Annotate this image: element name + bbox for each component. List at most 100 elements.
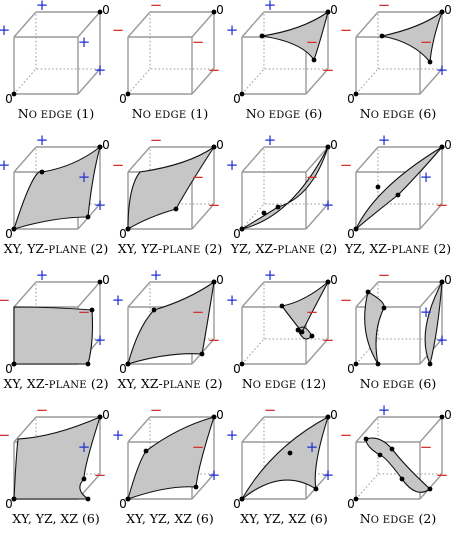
- cube-edge: [355, 416, 379, 443]
- case-cell: 0 0 + + −− XY, XZ-PLANE (2): [112, 266, 224, 391]
- origin-vertex-dot: [353, 496, 359, 502]
- origin-vertex-dot: [125, 91, 131, 97]
- isosurface-patch: [261, 11, 329, 61]
- cube-edge: [419, 416, 443, 443]
- origin-vertex-label: 0: [5, 362, 13, 376]
- isosurface-patch: [127, 416, 215, 500]
- origin-vertex-dot: [11, 226, 17, 232]
- edge-intersection-point: [363, 436, 369, 442]
- plus-sign: +: [150, 266, 163, 284]
- edge-intersection-point: [85, 214, 91, 220]
- minus-sign: −: [322, 331, 335, 349]
- far-vertex-dot: [211, 414, 217, 420]
- plus-sign: +: [436, 331, 449, 349]
- edge-intersection-point: [85, 361, 91, 367]
- plus-sign: +: [208, 466, 221, 484]
- plus-sign: +: [226, 291, 239, 309]
- far-vertex-label: 0: [444, 3, 452, 17]
- origin-vertex-label: 0: [347, 362, 355, 376]
- far-vertex-label: 0: [216, 273, 224, 287]
- case-caption: NO EDGE (1): [132, 106, 208, 121]
- cube-edge: [305, 68, 329, 95]
- case-caption: XY, YZ, XZ (6): [240, 511, 327, 526]
- minus-sign: −: [192, 33, 205, 51]
- case-caption: YZ, XZ-PLANE (2): [344, 241, 451, 256]
- isosurface-patch: [241, 146, 329, 230]
- far-vertex-label: 0: [216, 3, 224, 17]
- case-caption: YZ, XZ-PLANE (2): [230, 241, 337, 256]
- edge-intersection-point: [427, 486, 433, 492]
- plus-sign: +: [322, 466, 335, 484]
- edge-intersection-point: [375, 184, 381, 190]
- case-cell: 00−+−−NO EDGE (2): [340, 401, 452, 526]
- isosurface-patch: [13, 416, 101, 500]
- isosurface-patch: [127, 281, 215, 365]
- origin-vertex-dot: [125, 226, 131, 232]
- edge-intersection-point: [193, 484, 199, 490]
- case-cell: 0 0 + + −− NO EDGE (12): [226, 266, 338, 391]
- isosurface-patch: [241, 416, 329, 500]
- far-vertex-dot: [97, 144, 103, 150]
- minus-sign: −: [112, 21, 125, 39]
- cube-edge: [191, 203, 215, 230]
- origin-vertex-label: 0: [233, 227, 241, 241]
- isosurface-patch: [365, 437, 431, 493]
- plus-sign: +: [112, 426, 125, 444]
- isosurface-patch: [355, 146, 443, 230]
- origin-vertex-dot: [353, 91, 359, 97]
- case-caption: NO EDGE (6): [360, 106, 436, 121]
- edge-intersection-point: [279, 303, 285, 309]
- case-caption: NO EDGE (6): [360, 376, 436, 391]
- edge-intersection-point: [39, 169, 45, 175]
- origin-vertex-dot: [11, 496, 17, 502]
- case-cell: 00++++NO EDGE (1): [0, 0, 110, 121]
- edge-intersection-point: [143, 448, 149, 454]
- case-cell: 00−++−YZ, XZ-PLANE (2): [340, 131, 452, 256]
- origin-vertex-dot: [125, 361, 131, 367]
- plus-sign: +: [36, 0, 49, 14]
- far-vertex-dot: [97, 9, 103, 15]
- cube-edge: [305, 473, 329, 500]
- far-vertex-label: 0: [102, 273, 110, 287]
- edge-intersection-point: [259, 33, 265, 39]
- cube-edge: [127, 146, 151, 173]
- case-cell: 00+−++XY, YZ, XZ (6): [226, 401, 338, 526]
- minus-sign: −: [420, 33, 433, 51]
- origin-vertex-label: 0: [233, 92, 241, 106]
- origin-vertex-dot: [239, 361, 245, 367]
- cube-edge: [13, 146, 37, 173]
- far-vertex-dot: [325, 144, 331, 150]
- case-caption: NO EDGE (6): [246, 106, 322, 121]
- plus-sign: +: [112, 291, 125, 309]
- far-vertex-dot: [325, 9, 331, 15]
- edge-intersection-point: [309, 333, 315, 339]
- far-vertex-label: 0: [102, 408, 110, 422]
- plus-sign: +: [94, 331, 107, 349]
- far-vertex-label: 0: [102, 138, 110, 152]
- edge-intersection-point: [375, 361, 381, 367]
- cube-edge: [305, 203, 329, 230]
- edge-intersection-point: [311, 57, 317, 63]
- cube-edge: [13, 11, 37, 38]
- origin-vertex-label: 0: [119, 362, 127, 376]
- minus-sign: −: [306, 168, 319, 186]
- origin-vertex-label: 0: [5, 227, 13, 241]
- cube-edge: [191, 11, 215, 38]
- origin-vertex-dot: [239, 91, 245, 97]
- origin-vertex-dot: [353, 226, 359, 232]
- far-vertex-dot: [439, 144, 445, 150]
- minus-sign: −: [150, 131, 163, 149]
- plus-sign: +: [226, 156, 239, 174]
- plus-sign: +: [378, 131, 391, 149]
- minus-sign: −: [306, 33, 319, 51]
- edge-intersection-point: [313, 486, 319, 492]
- far-vertex-dot: [211, 9, 217, 15]
- edge-intersection-point: [381, 305, 387, 311]
- isosurface-patch: [381, 11, 443, 63]
- minus-sign: −: [36, 401, 49, 419]
- case-caption: XY, YZ, XZ (6): [126, 511, 213, 526]
- cube-hidden-edge: [355, 473, 442, 500]
- minus-sign: −: [322, 61, 335, 79]
- minus-sign: −: [340, 291, 353, 309]
- cube-edge: [241, 11, 265, 38]
